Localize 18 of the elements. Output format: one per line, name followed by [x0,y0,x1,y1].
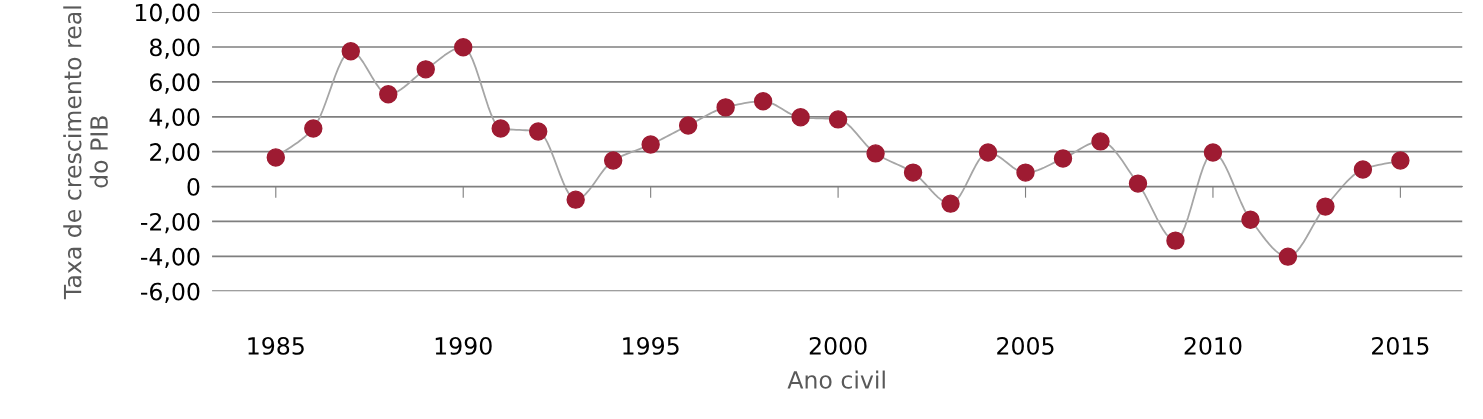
x-tick-label: 1985 [248,336,304,355]
x-tick-label: 2000 [809,336,867,355]
y-axis-title: Taxa de crescimento real do PIB [63,6,108,300]
x-axis-title: Ano civil [787,370,885,389]
x-tick-label: 2010 [1184,336,1242,355]
y-tick-label: 8,00 [149,38,200,59]
x-tick-label: 1995 [623,336,679,355]
y-tick-label: -2,00 [141,212,200,234]
y-tick-label: 6,00 [150,73,200,94]
x-tick-label: 2005 [997,336,1054,355]
x-tick-label: 2015 [1372,336,1429,355]
y-tick-label: 4,00 [149,108,200,129]
x-tick-label: 1990 [435,336,492,355]
y-tick-label: -6,00 [141,282,200,303]
y-tick-label: -4,00 [141,247,200,269]
y-tick-label: 0 [187,178,200,196]
y-tick-label: 2,00 [150,143,200,164]
y-tick-label: 10,00 [135,3,200,24]
